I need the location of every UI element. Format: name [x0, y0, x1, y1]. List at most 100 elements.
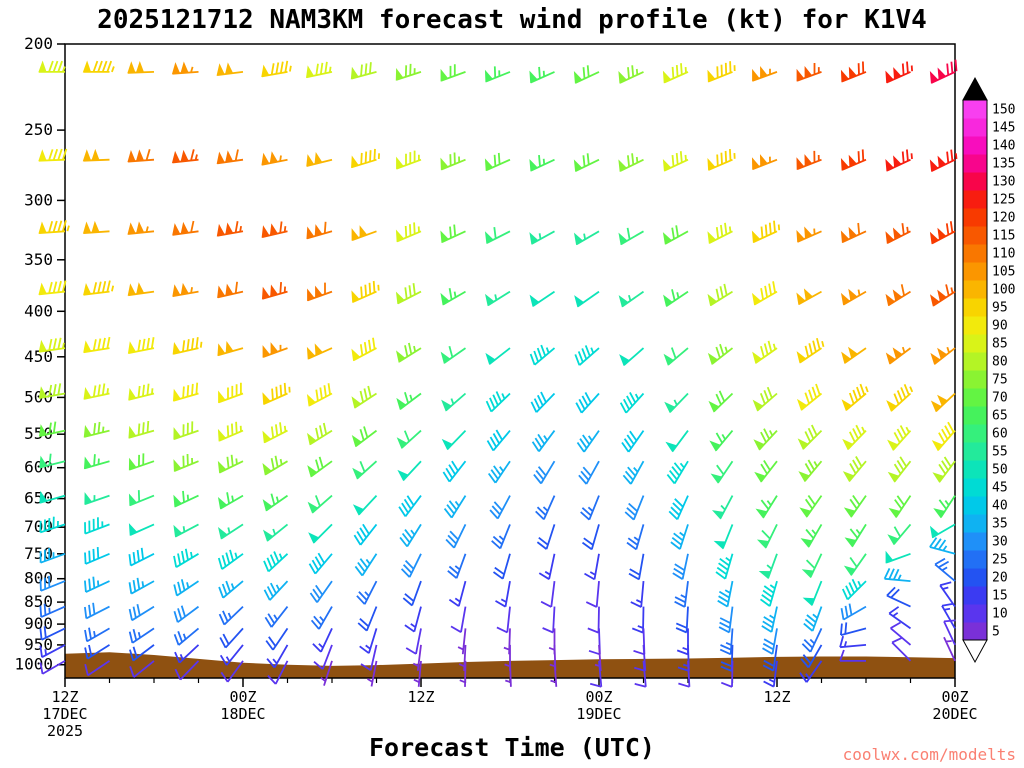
wind-barb-staff	[943, 636, 956, 662]
wind-barb-staff	[443, 495, 467, 519]
wind-barb-staff	[672, 553, 689, 580]
wind-barb-staff	[172, 149, 199, 164]
wind-barb-staff	[891, 636, 912, 662]
y-tick-label: 850	[24, 592, 53, 611]
wind-barb-staff	[664, 225, 689, 245]
wind-barb	[634, 660, 647, 688]
wind-barb-staff	[173, 605, 200, 623]
wind-barb-staff	[352, 280, 380, 303]
wind-barb-staff	[938, 456, 956, 483]
wind-barb-staff	[796, 150, 822, 170]
wind-barb	[883, 568, 911, 582]
wind-barb-staff	[531, 230, 555, 245]
wind-barb-staff	[219, 644, 244, 666]
wind-barb	[217, 340, 244, 357]
wind-barb-staff	[442, 460, 467, 483]
colorbar-label: 50	[992, 463, 1008, 478]
wind-barb-staff	[487, 290, 511, 307]
wind-barb-staff	[320, 660, 333, 686]
wind-barb	[796, 150, 822, 170]
wind-barb-staff	[889, 346, 912, 365]
wind-barb-staff	[353, 337, 377, 362]
wind-barb-staff	[39, 494, 66, 504]
wind-barb	[84, 644, 110, 660]
wind-barb-staff	[715, 553, 734, 580]
wind-barb	[751, 220, 781, 244]
wind-barb-staff	[580, 495, 600, 521]
colorbar-label: 70	[992, 391, 1008, 406]
wind-barb	[261, 151, 288, 166]
wind-barb-staff	[491, 524, 511, 550]
wind-barb	[574, 345, 600, 366]
wind-barb	[217, 549, 244, 570]
wind-barb	[218, 580, 244, 599]
wind-barb	[839, 649, 866, 662]
wind-barb	[619, 347, 645, 367]
wind-barb-staff	[413, 660, 422, 687]
wind-barb	[886, 586, 911, 608]
colorbar-segment	[963, 208, 987, 227]
wind-barb-staff	[129, 490, 155, 507]
y-tick-label: 1000	[14, 655, 53, 674]
wind-barb-staff	[84, 660, 111, 677]
wind-barb	[576, 430, 600, 453]
wind-barb-flag	[38, 282, 47, 295]
wind-barb-staff	[355, 426, 378, 448]
wind-barb	[662, 225, 689, 245]
wind-barb	[306, 221, 333, 240]
colorbar-segment	[963, 586, 987, 605]
colorbar-label: 65	[992, 409, 1008, 424]
wind-barb	[663, 289, 689, 307]
wind-barb	[312, 628, 333, 653]
wind-barb-staff	[575, 65, 600, 84]
wind-barb-staff	[847, 424, 867, 450]
wind-barb	[930, 346, 956, 365]
wind-barb	[173, 453, 199, 472]
wind-barb-staff	[83, 280, 115, 296]
wind-barb-staff	[762, 644, 778, 672]
wind-barb-staff	[311, 494, 333, 514]
wind-barb-staff	[446, 429, 467, 450]
wind-barb-staff	[753, 220, 781, 244]
wind-barb	[763, 660, 778, 688]
colorbar-label: 100	[992, 283, 1015, 298]
wind-barb-staff	[708, 149, 736, 171]
wind-barb-staff	[219, 627, 244, 649]
wind-barb	[843, 494, 867, 518]
wind-barb-staff	[447, 553, 467, 579]
wind-barb	[840, 61, 867, 83]
wind-barb-staff	[577, 290, 600, 308]
wind-barb-staff	[533, 460, 556, 485]
wind-barb-staff	[761, 606, 778, 633]
wind-barb-staff	[310, 456, 333, 478]
wind-barb-staff	[939, 581, 956, 608]
x-tick-time-label: 00Z	[229, 688, 256, 706]
wind-barb	[585, 581, 600, 608]
wind-barb-staff	[312, 523, 333, 544]
wind-barb	[578, 460, 600, 485]
wind-barb-staff	[218, 605, 244, 626]
wind-barb	[306, 343, 333, 360]
y-tick-label: 300	[24, 190, 53, 209]
wind-barb	[618, 227, 644, 246]
wind-barb	[841, 578, 867, 601]
wind-barb-staff	[83, 230, 110, 234]
wind-barb-staff	[621, 290, 645, 308]
wind-barb	[618, 65, 644, 84]
wind-barb-staff	[458, 644, 467, 671]
wind-barb	[440, 345, 467, 364]
wind-barb-staff	[266, 523, 289, 542]
colorbar-segment	[963, 190, 987, 209]
colorbar-label: 25	[992, 553, 1008, 568]
colorbar-segment	[963, 352, 987, 371]
wind-barb-staff	[665, 289, 689, 307]
wind-barb	[352, 460, 378, 480]
wind-barb-staff	[536, 524, 556, 550]
wind-barb	[707, 149, 736, 171]
wind-barb-staff	[669, 392, 689, 413]
wind-barb-staff	[351, 62, 377, 80]
wind-barb-staff	[84, 644, 110, 660]
wind-barb	[173, 490, 199, 508]
wind-barb-staff	[799, 660, 823, 683]
wind-barb	[173, 627, 200, 646]
